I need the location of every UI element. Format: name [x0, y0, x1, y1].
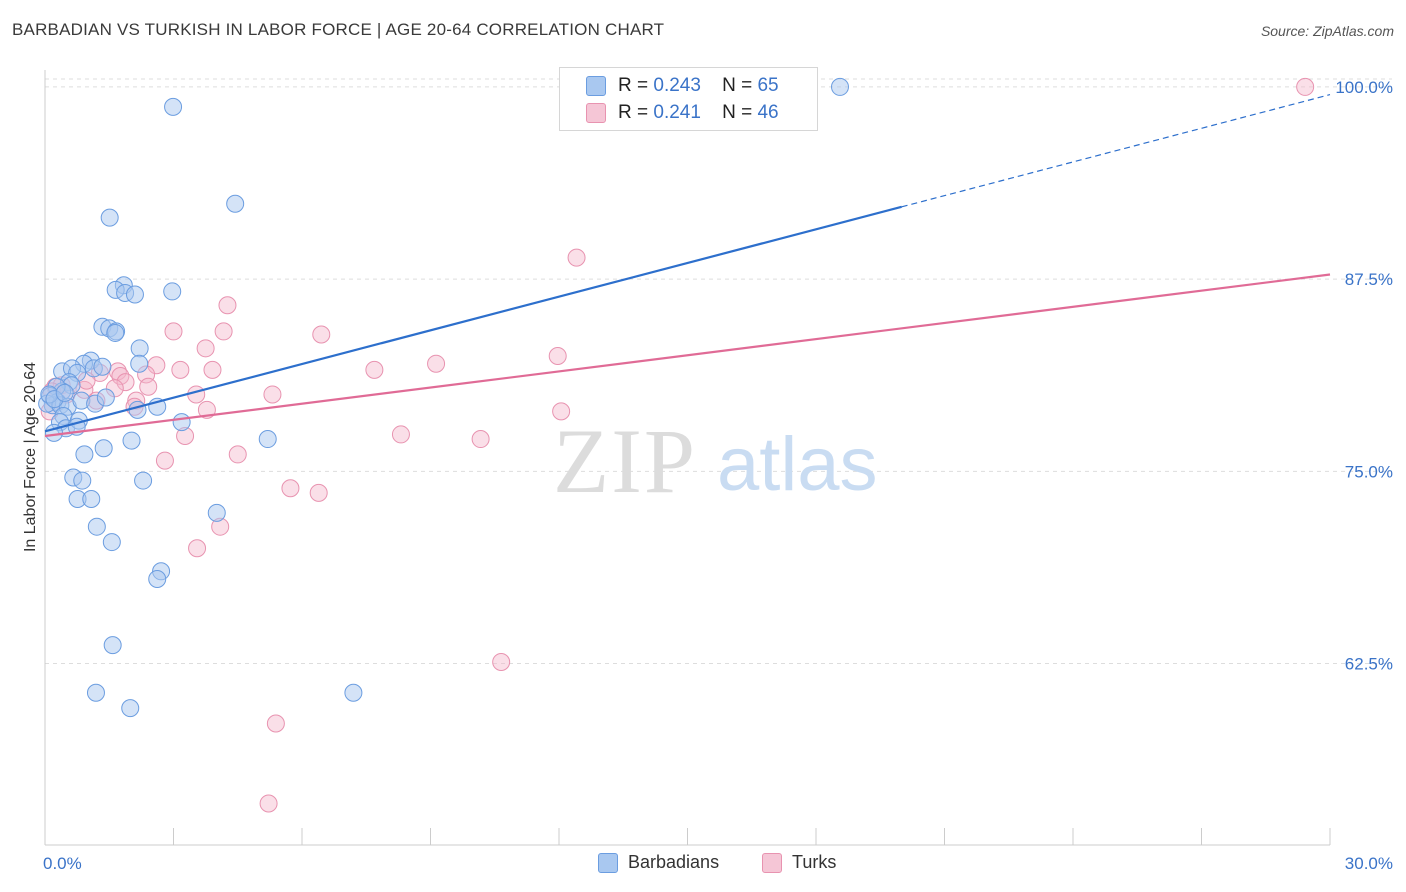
legend-r-value: 0.241 [653, 102, 701, 123]
legend-n-value: 46 [757, 102, 779, 123]
turks-point [203, 360, 222, 379]
barbadians-point [55, 383, 74, 402]
turks-point [259, 794, 278, 813]
turks-point [281, 479, 300, 498]
bottom-legend-turks: Turks [762, 852, 836, 873]
turks-point [155, 451, 174, 470]
y-tick-label: 62.5% [1345, 655, 1393, 674]
y-tick-label: 75.0% [1345, 462, 1393, 481]
barbadians-point [73, 471, 92, 490]
barbadians-point [130, 339, 149, 358]
chart-title: BARBADIAN VS TURKISH IN LABOR FORCE | AG… [12, 20, 665, 39]
barbadians-point [82, 490, 101, 509]
legend-swatch-pink [586, 103, 606, 123]
barbadians-point [163, 282, 182, 301]
legend-n-label: N = [722, 102, 753, 123]
turks-point [471, 430, 490, 449]
source-label: Source: ZipAtlas.com [1260, 23, 1394, 39]
turks-point [218, 296, 237, 315]
barbadians-point [258, 430, 277, 449]
turks-point [228, 445, 247, 464]
legend-swatch-blue [586, 76, 606, 96]
barbadians-point [148, 569, 167, 588]
y-tick-label: 100.0% [1335, 78, 1393, 97]
barbadians-point [344, 683, 363, 702]
barbadians-point [87, 517, 106, 536]
barbadians-point [172, 413, 191, 432]
turks-point [1296, 77, 1315, 96]
bottom-legend-swatch-blue [598, 852, 618, 873]
barbadians-point [96, 388, 115, 407]
barbadians-point [830, 77, 849, 96]
legend-r-label: R = [618, 102, 649, 123]
turks-point [548, 347, 567, 366]
barbadians-point [125, 285, 144, 304]
barbadians-point [130, 354, 149, 373]
turks-point [427, 354, 446, 373]
barbadians-point [106, 323, 125, 342]
legend-r-label: R = [618, 75, 649, 96]
bottom-legend-swatch-pink [762, 852, 782, 873]
turks-trend-line [44, 273, 1331, 438]
barbadians-point [75, 445, 94, 464]
barbadians-point [100, 208, 119, 227]
barbadians-point [121, 699, 140, 718]
barbadians-point [102, 533, 121, 552]
barbadians-trend-line [44, 205, 902, 433]
barbadians-point [226, 194, 245, 213]
turks-point [552, 402, 571, 421]
turks-point [312, 325, 331, 344]
turks-point [309, 483, 328, 502]
legend: R = 0.243 N = 65 R = 0.241 N = 46 [559, 67, 818, 131]
turks-point [187, 385, 206, 404]
turks-point [266, 714, 285, 733]
turks-point [492, 653, 511, 672]
bottom-legend-label-turks: Turks [792, 852, 837, 872]
x-tick-label: 0.0% [43, 854, 82, 873]
turks-point [214, 322, 233, 341]
barbadians-point [94, 439, 113, 458]
barbadians-point [134, 471, 153, 490]
legend-r-value: 0.243 [653, 75, 701, 96]
turks-point [263, 385, 282, 404]
barbadians-trend-extension [901, 94, 1331, 208]
barbadians-point [122, 431, 141, 450]
barbadians-point [207, 503, 226, 522]
barbadians-point [86, 683, 105, 702]
bottom-legend-barbadians: Barbadians [598, 852, 719, 873]
barbadians-point [93, 357, 112, 376]
bottom-legend-label-barbadians: Barbadians [628, 852, 720, 872]
barbadians-point [103, 636, 122, 655]
turks-point [365, 360, 384, 379]
barbadians-point [164, 97, 183, 116]
turks-point [567, 248, 586, 267]
legend-n-value: 65 [757, 75, 779, 96]
turks-point [164, 322, 183, 341]
turks-point [391, 425, 410, 444]
watermark-zip: ZIP [553, 410, 697, 512]
x-tick-label: 30.0% [1345, 854, 1393, 873]
turks-point [116, 373, 135, 392]
watermark-atlas: atlas [717, 422, 878, 507]
y-tick-label: 87.5% [1345, 270, 1393, 289]
turks-point [196, 339, 215, 358]
turks-point [171, 360, 190, 379]
turks-point [139, 377, 158, 396]
legend-n-label: N = [722, 75, 753, 96]
barbadians-point [128, 400, 147, 419]
y-axis-label: In Labor Force | Age 20-64 [22, 362, 39, 552]
turks-point [188, 539, 207, 558]
